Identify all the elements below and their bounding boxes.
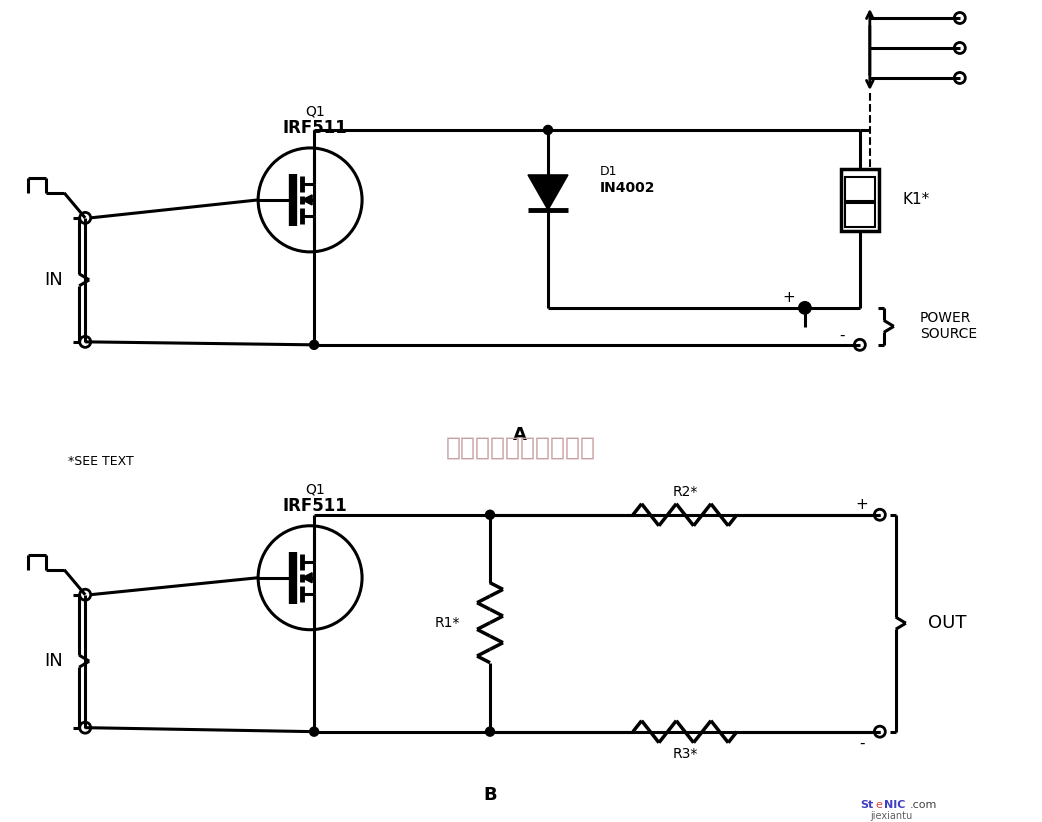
Text: IRF511: IRF511: [282, 119, 347, 137]
Circle shape: [544, 126, 552, 135]
Circle shape: [309, 727, 319, 737]
Text: Q1: Q1: [305, 483, 325, 496]
Text: St: St: [860, 800, 873, 810]
Text: IN: IN: [44, 271, 63, 289]
Text: B: B: [483, 786, 497, 804]
Text: OUT: OUT: [927, 614, 966, 632]
Text: A: A: [513, 426, 527, 444]
Text: R3*: R3*: [672, 746, 697, 760]
Text: NIC: NIC: [884, 800, 905, 810]
Text: .com: .com: [910, 800, 937, 810]
Bar: [841, 169, 878, 231]
Text: e: e: [876, 800, 883, 810]
Text: -: -: [839, 327, 845, 342]
Text: jiexiantu: jiexiantu: [870, 810, 912, 820]
Text: 杭州将睿科技有限公司: 杭州将睿科技有限公司: [446, 436, 596, 459]
Circle shape: [486, 727, 495, 737]
Text: POWER
SOURCE: POWER SOURCE: [920, 312, 977, 341]
Bar: [845, 177, 875, 201]
Polygon shape: [302, 195, 313, 205]
Text: +: +: [783, 290, 795, 305]
Text: *SEE TEXT: *SEE TEXT: [68, 455, 134, 469]
Circle shape: [800, 303, 810, 312]
Bar: [845, 203, 875, 227]
Text: +: +: [855, 497, 868, 512]
Text: K1*: K1*: [902, 192, 931, 207]
Circle shape: [309, 340, 319, 349]
Text: IN: IN: [44, 652, 63, 670]
Text: R1*: R1*: [435, 616, 460, 630]
Circle shape: [486, 510, 495, 520]
Text: R2*: R2*: [672, 485, 697, 499]
Text: IN4002: IN4002: [600, 181, 655, 195]
Text: D1: D1: [600, 165, 618, 178]
Text: IRF511: IRF511: [282, 496, 347, 515]
Text: -: -: [859, 737, 865, 751]
Text: Q1: Q1: [305, 105, 325, 119]
Polygon shape: [302, 573, 313, 583]
Polygon shape: [528, 175, 568, 210]
